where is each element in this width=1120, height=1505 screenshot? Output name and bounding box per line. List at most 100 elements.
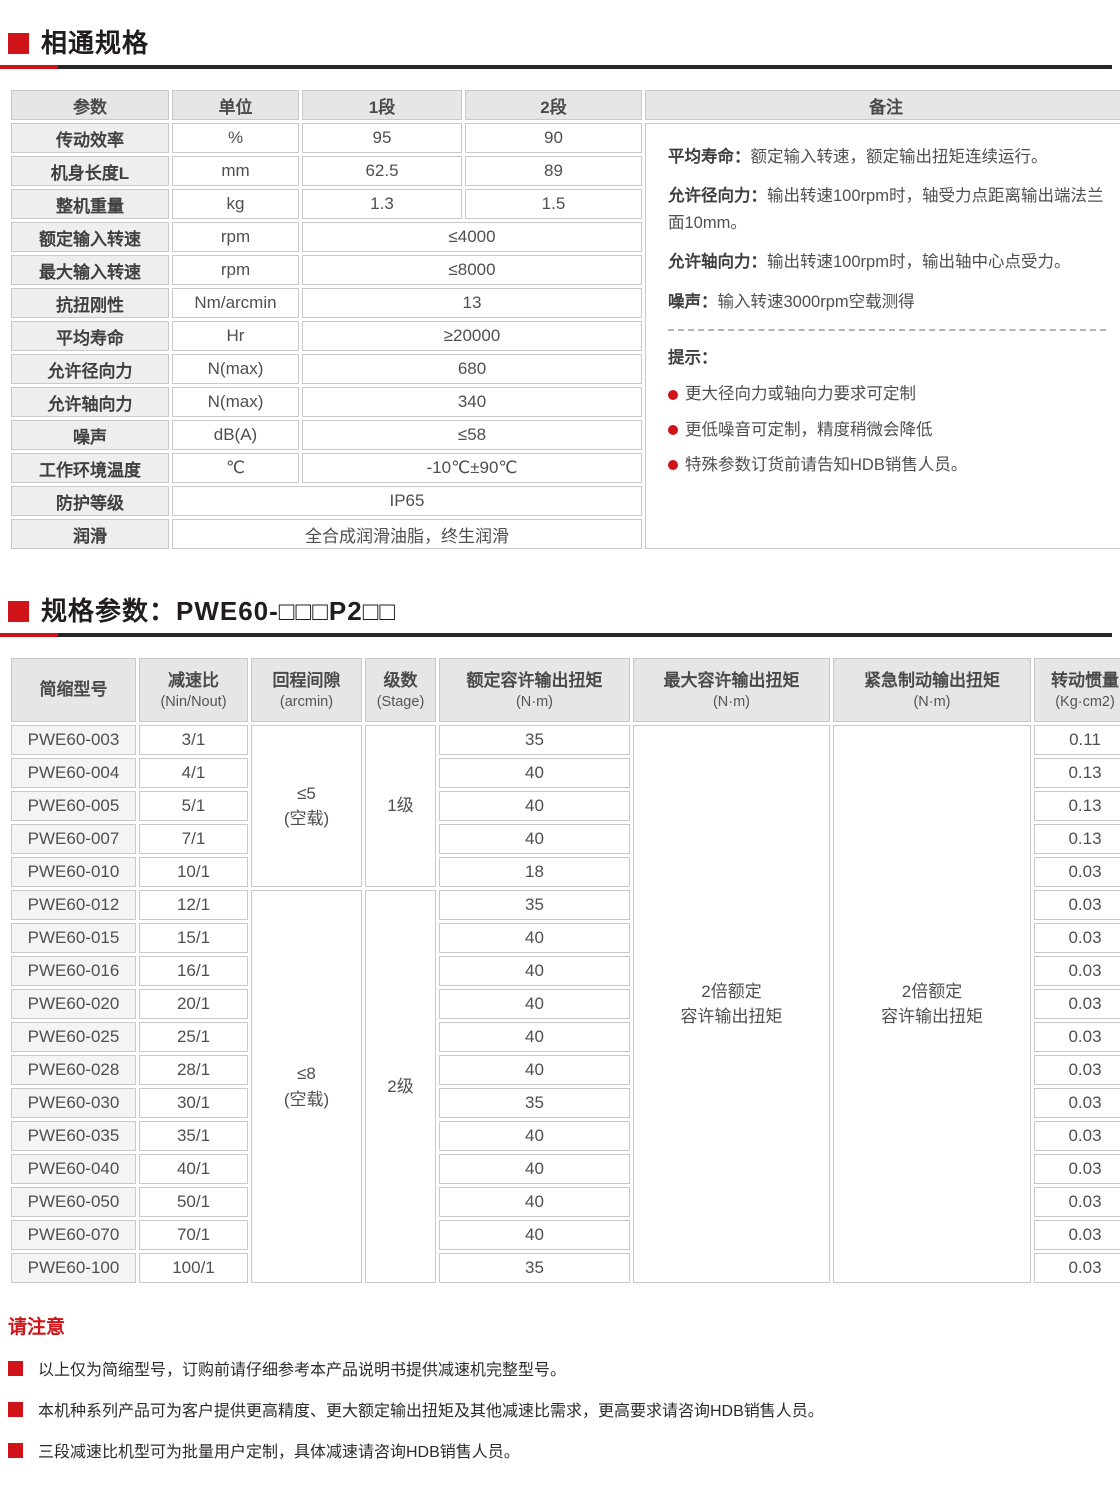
inertia-value: 0.03 — [1034, 989, 1120, 1019]
model-spec-column-header: 回程间隙 (arcmin) — [251, 658, 362, 722]
common-spec-row: 机身长度L mm 62.5 89 — [11, 156, 1120, 186]
rated-torque-value: 40 — [439, 1154, 630, 1184]
param-value: 680 — [302, 354, 642, 384]
notice-item: 以上仅为简缩型号，订购前请仔细参考本产品说明书提供减速机完整型号。 — [8, 1356, 1112, 1380]
param-label: 允许轴向力 — [11, 387, 169, 417]
column-header-main: 额定容许输出扭矩 — [466, 671, 603, 691]
inertia-value: 0.03 — [1034, 1121, 1120, 1151]
param-label: 润滑 — [11, 519, 169, 549]
param-value-stage2: 90 — [465, 123, 642, 153]
model-name: PWE60-070 — [11, 1220, 136, 1250]
column-header-main: 减速比 — [168, 671, 219, 691]
column-header-sub: (N·m) — [515, 693, 554, 710]
column-header-sub: (Kg·cm2) — [1055, 693, 1115, 710]
inertia-value: 0.03 — [1034, 1022, 1120, 1052]
model-spec-column-header: 转动惯量 (Kg·cm2) — [1034, 658, 1120, 722]
rated-torque-value: 40 — [439, 1187, 630, 1217]
inertia-value: 0.13 — [1034, 758, 1120, 788]
param-label: 额定输入转速 — [11, 222, 169, 252]
param-label: 传动效率 — [11, 123, 169, 153]
brake-torque-cell: 2倍额定 容许输出扭矩 — [833, 725, 1031, 1283]
common-spec-row: 润滑 全合成润滑油脂，终生润滑 — [11, 519, 1120, 549]
param-label: 整机重量 — [11, 189, 169, 219]
param-unit: N(max) — [172, 354, 299, 384]
section-bullet-icon — [8, 600, 29, 622]
notice-text: 三段减速比机型可为批量用户定制，具体减速请咨询HDB销售人员。 — [38, 1444, 520, 1461]
inertia-value: 0.13 — [1034, 824, 1120, 854]
inertia-value: 0.03 — [1034, 1187, 1120, 1217]
inertia-value: 0.03 — [1034, 1088, 1120, 1118]
param-value: 全合成润滑油脂，终生润滑 — [172, 519, 642, 549]
notice-text: 以上仅为简缩型号，订购前请仔细参考本产品说明书提供减速机完整型号。 — [38, 1362, 567, 1379]
param-value-stage2: 89 — [465, 156, 642, 186]
common-spec-row: 整机重量 kg 1.3 1.5 — [11, 189, 1120, 219]
column-header-main: 级数 — [383, 671, 418, 691]
column-header-main: 紧急制动输出扭矩 — [864, 671, 1000, 691]
model-name: PWE60-035 — [11, 1121, 136, 1151]
section-title: 相通规格 — [41, 28, 150, 58]
ratio-value: 40/1 — [139, 1154, 248, 1184]
model-name: PWE60-010 — [11, 857, 136, 887]
remark-label: 平均寿命： — [668, 148, 751, 166]
bullet-dot-icon — [668, 460, 678, 471]
param-label: 允许径向力 — [11, 354, 169, 384]
model-spec-row: PWE60-005 5/1 40 0.13 — [11, 791, 1120, 821]
param-value: -10℃±90℃ — [302, 453, 642, 483]
section-title: 规格参数：PWE60-□□□P2□□ — [41, 596, 397, 626]
param-value: 340 — [302, 387, 642, 417]
ratio-value: 12/1 — [139, 890, 248, 920]
remark-paragraph: 噪声：输入转速3000rpm空载测得 — [668, 292, 915, 311]
column-header-sub: (Nin/Nout) — [160, 693, 227, 710]
max-torque-cell: 2倍额定 容许输出扭矩 — [633, 725, 830, 1283]
tip-item: 更大径向力或轴向力要求可定制 — [668, 381, 1106, 407]
column-header-sub: (N·m) — [913, 693, 951, 710]
backlash-cell: ≤8 (空载) — [251, 890, 362, 1283]
param-value: ≤4000 — [302, 222, 642, 252]
ratio-value: 15/1 — [139, 923, 248, 953]
column-header-sub: (Stage) — [376, 693, 425, 710]
model-name: PWE60-015 — [11, 923, 136, 953]
section-bullet-icon — [8, 32, 29, 54]
section-header-models: 规格参数：PWE60-□□□P2□□ — [0, 596, 1112, 637]
rated-torque-value: 40 — [439, 989, 630, 1019]
param-unit: ℃ — [172, 453, 299, 483]
brake-torque-line: 2倍额定 — [901, 981, 963, 1001]
common-spec-row: 允许径向力 N(max) 680 — [11, 354, 1120, 384]
param-value-stage1: 1.3 — [302, 189, 462, 219]
model-spec-row: PWE60-016 16/1 40 0.03 — [11, 956, 1120, 986]
model-name: PWE60-040 — [11, 1154, 136, 1184]
rated-torque-value: 40 — [439, 1022, 630, 1052]
notice-title: 请注意 — [8, 1317, 66, 1338]
inertia-value: 0.03 — [1034, 890, 1120, 920]
inertia-value: 0.03 — [1034, 1253, 1120, 1283]
column-header-main: 简缩型号 — [39, 680, 108, 700]
column-header-sub: (N·m) — [712, 693, 751, 710]
param-unit: rpm — [172, 222, 299, 252]
param-label: 工作环境温度 — [11, 453, 169, 483]
ratio-value: 20/1 — [139, 989, 248, 1019]
tip-item: 更低噪音可定制，精度稍微会降低 — [668, 417, 1106, 443]
ratio-value: 50/1 — [139, 1187, 248, 1217]
model-spec-row: PWE60-015 15/1 40 0.03 — [11, 923, 1120, 953]
model-name: PWE60-012 — [11, 890, 136, 920]
model-name: PWE60-100 — [11, 1253, 136, 1283]
rated-torque-value: 35 — [439, 1253, 630, 1283]
model-spec-row: PWE60-030 30/1 35 0.03 — [11, 1088, 1120, 1118]
stage-cell: 2级 — [365, 890, 436, 1283]
stage-cell: 1级 — [365, 725, 436, 887]
common-spec-row: 允许轴向力 N(max) 340 — [11, 387, 1120, 417]
notice-text: 本机种系列产品可为客户提供更高精度、更大额定输出扭矩及其他减速比需求，更高要求请… — [38, 1403, 824, 1420]
rated-torque-value: 40 — [439, 956, 630, 986]
model-spec-row: PWE60-050 50/1 40 0.03 — [11, 1187, 1120, 1217]
model-spec-row: PWE60-035 35/1 40 0.03 — [11, 1121, 1120, 1151]
common-spec-row: 抗扭刚性 Nm/arcmin 13 — [11, 288, 1120, 318]
model-spec-column-header: 减速比 (Nin/Nout) — [139, 658, 248, 722]
remark-paragraph: 平均寿命：额定输入转速，额定输出扭矩连续运行。 — [668, 148, 1048, 166]
model-name: PWE60-004 — [11, 758, 136, 788]
param-unit: N(max) — [172, 387, 299, 417]
param-unit: dB(A) — [172, 420, 299, 450]
notice-square-icon — [8, 1401, 23, 1417]
ratio-value: 30/1 — [139, 1088, 248, 1118]
common-spec-row: 噪声 dB(A) ≤58 — [11, 420, 1120, 450]
